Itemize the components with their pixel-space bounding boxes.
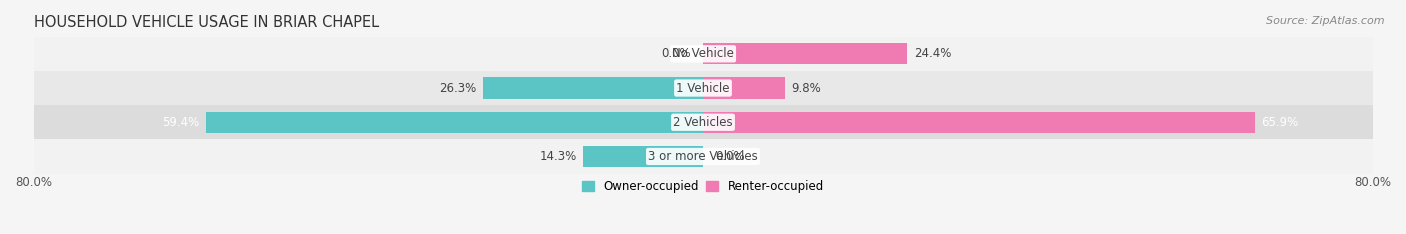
Bar bbox=[34, 71, 1372, 105]
Text: 0.0%: 0.0% bbox=[661, 47, 690, 60]
Text: Source: ZipAtlas.com: Source: ZipAtlas.com bbox=[1267, 16, 1385, 26]
Text: 2 Vehicles: 2 Vehicles bbox=[673, 116, 733, 129]
Text: 0.0%: 0.0% bbox=[716, 150, 745, 163]
Bar bbox=[34, 139, 1372, 174]
Bar bbox=[583, 146, 703, 167]
Bar bbox=[34, 37, 1372, 71]
Text: 65.9%: 65.9% bbox=[1261, 116, 1299, 129]
Text: 59.4%: 59.4% bbox=[162, 116, 200, 129]
Text: 9.8%: 9.8% bbox=[792, 81, 821, 95]
Text: 14.3%: 14.3% bbox=[540, 150, 576, 163]
Text: No Vehicle: No Vehicle bbox=[672, 47, 734, 60]
Text: 26.3%: 26.3% bbox=[439, 81, 477, 95]
Bar bbox=[482, 77, 703, 99]
Bar bbox=[34, 105, 1372, 139]
Bar bbox=[703, 77, 785, 99]
Text: 24.4%: 24.4% bbox=[914, 47, 952, 60]
Text: 1 Vehicle: 1 Vehicle bbox=[676, 81, 730, 95]
Bar bbox=[703, 43, 907, 64]
Bar bbox=[703, 112, 1254, 133]
Text: 3 or more Vehicles: 3 or more Vehicles bbox=[648, 150, 758, 163]
Bar bbox=[205, 112, 703, 133]
Legend: Owner-occupied, Renter-occupied: Owner-occupied, Renter-occupied bbox=[578, 175, 828, 198]
Text: HOUSEHOLD VEHICLE USAGE IN BRIAR CHAPEL: HOUSEHOLD VEHICLE USAGE IN BRIAR CHAPEL bbox=[34, 15, 378, 30]
